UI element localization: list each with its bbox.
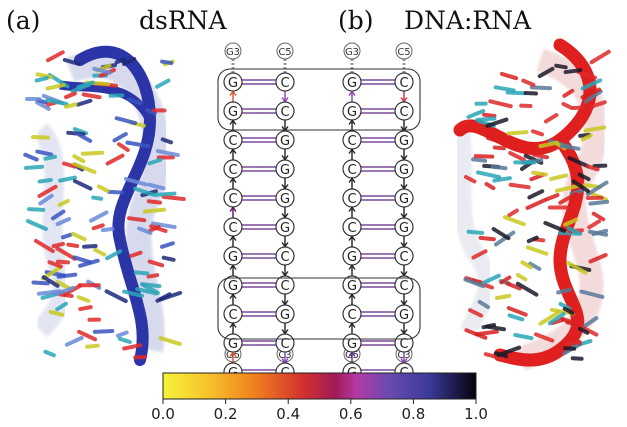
- panel-a-base-l5-text: C: [228, 221, 237, 236]
- colorbar-tick-5: 1.0: [464, 405, 488, 423]
- panel-a-base-r5: [275, 217, 295, 237]
- colorbar-tick-0: 0.0: [151, 405, 175, 423]
- panel-b-base-r5-text: G: [399, 221, 409, 236]
- panel-a-base-l8-text: C: [228, 308, 237, 323]
- panel-a-base-l7-text: G: [228, 279, 238, 294]
- panel-b-left-end-top-text: G3: [345, 47, 359, 58]
- panel-b-base-l0-text: G: [347, 76, 357, 91]
- panel-a-base-r5-text: G: [280, 221, 290, 236]
- colorbar-tick-2: 0.4: [276, 405, 300, 423]
- panel-b-base-l3-text: C: [347, 163, 356, 178]
- panel-a-base-r6: [275, 246, 295, 266]
- panel-a-label: (a): [6, 6, 41, 35]
- panel-b-base-r2: [394, 130, 414, 150]
- panel-b-label: (b): [338, 6, 374, 35]
- panel-a-base-l6-text: G: [228, 250, 238, 265]
- colorbar-tick-4: 0.8: [401, 405, 425, 423]
- panel-a-base-r6-text: C: [280, 250, 289, 265]
- panel-b-base-l5-text: C: [347, 221, 356, 236]
- panel-a-base-r8-text: G: [280, 308, 290, 323]
- colorbar-tick-3: 0.6: [339, 405, 363, 423]
- panel-b-base-r0-text: C: [399, 76, 408, 91]
- panel-a-base-l2-text: C: [228, 134, 237, 149]
- panel-b-base-r8-text: G: [399, 308, 409, 323]
- panel-a-base-r1: [275, 101, 295, 121]
- panel-b-base-r0: [394, 72, 414, 92]
- panel-a-base-r4-text: G: [280, 192, 290, 207]
- panel-b-base-l1-text: G: [347, 105, 357, 120]
- panel-b-base-r9-text: C: [399, 337, 408, 352]
- panel-a-base-r3-text: G: [280, 163, 290, 178]
- panel-a-base-r3: [275, 159, 295, 179]
- panel-a-base-r4: [275, 188, 295, 208]
- dsrna-helix-image: [23, 45, 186, 366]
- panel-a-base-r0: [275, 72, 295, 92]
- panel-a-left-end-top-text: G3: [226, 47, 240, 58]
- panel-b-base-r6-text: C: [399, 250, 408, 265]
- colorbar-ticks: 0.0 0.2 0.4 0.6 0.8 1.0: [151, 399, 488, 423]
- panel-a-base-r7: [275, 275, 295, 295]
- panel-b-base-r1: [394, 101, 414, 121]
- panel-a-base-r7-text: C: [280, 279, 289, 294]
- panel-b-base-l8-text: C: [347, 308, 356, 323]
- panel-b-base-l9-text: G: [347, 337, 357, 352]
- panel-b-title: DNA:RNA: [404, 6, 532, 35]
- panel-a-base-r8: [275, 304, 295, 324]
- panel-b-base-r2-text: G: [399, 134, 409, 149]
- panel-b-base-r6: [394, 246, 414, 266]
- panel-b-duplex: G3C5G5C3GCGCCGCGCGCGGCGCCGGCGC: [342, 42, 414, 382]
- panel-a-base-l3-text: C: [228, 163, 237, 178]
- panel-a-base-r1-text: C: [280, 105, 289, 120]
- panel-b-base-r4: [394, 188, 414, 208]
- panel-b-right-end-top-circle: [395, 42, 413, 60]
- panel-a-base-l4-text: C: [228, 192, 237, 207]
- panel-a-base-l9-text: G: [228, 337, 238, 352]
- panel-a-base-l0-text: G: [228, 76, 238, 91]
- top-highlight-box: [217, 68, 421, 131]
- colorbar-tick-1: 0.2: [214, 405, 238, 423]
- panel-a-right-end-top-text: C5: [278, 47, 291, 58]
- panel-a-base-r2-text: G: [280, 134, 290, 149]
- bottom-highlight-box: [217, 277, 421, 340]
- panel-a-left-end-top-circle: [224, 42, 242, 60]
- colorbar-gradient: [162, 372, 477, 400]
- panel-b-left-end-top-circle: [343, 42, 361, 60]
- panel-b-base-r7: [394, 275, 414, 295]
- panel-b-base-l7-text: G: [347, 279, 357, 294]
- panel-a-base-l1-text: G: [228, 105, 238, 120]
- panel-b-base-r4-text: G: [399, 192, 409, 207]
- panel-a-duplex: G3C5G5C3GCGCCGCGCGCGGCGCCGGCGC: [223, 42, 295, 382]
- panel-a-right-end-top-circle: [276, 42, 294, 60]
- panel-b-base-r1-text: C: [399, 105, 408, 120]
- panel-a-base-r9-text: C: [280, 337, 289, 352]
- panel-b-base-r3: [394, 159, 414, 179]
- panel-a-base-r2: [275, 130, 295, 150]
- panel-b-base-r3-text: G: [399, 163, 409, 178]
- panel-b-base-l6-text: G: [347, 250, 357, 265]
- panel-b-base-r5: [394, 217, 414, 237]
- dnarna-helix-image: [451, 38, 611, 371]
- panel-b-base-r7-text: C: [399, 279, 408, 294]
- panel-a-base-r0-text: C: [280, 76, 289, 91]
- panel-b-base-r8: [394, 304, 414, 324]
- panel-a-title: dsRNA: [139, 6, 227, 35]
- panel-b-right-end-top-text: C5: [397, 47, 410, 58]
- panel-b-base-l4-text: C: [347, 192, 356, 207]
- panel-b-base-l2-text: C: [347, 134, 356, 149]
